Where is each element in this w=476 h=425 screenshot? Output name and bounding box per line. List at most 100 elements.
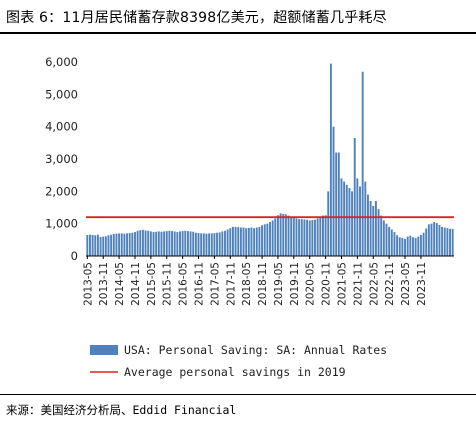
bar: [430, 223, 433, 256]
bar: [438, 224, 441, 256]
bar: [221, 231, 224, 256]
bar: [168, 230, 171, 256]
bar: [364, 181, 367, 256]
bar: [200, 233, 203, 256]
bar: [165, 231, 168, 256]
bar: [134, 232, 136, 256]
bar: [441, 226, 444, 256]
bar: [266, 223, 269, 256]
bar: [94, 235, 97, 256]
bar: [393, 232, 396, 256]
bar: [131, 232, 134, 256]
bar: [419, 234, 422, 256]
bar: [422, 232, 425, 256]
bar: [276, 215, 279, 256]
bar: [239, 227, 242, 256]
bar: [229, 228, 232, 256]
x-tick-label: 2017-05: [209, 262, 221, 306]
bar: [197, 233, 200, 256]
x-tick-label: 2021-05: [336, 262, 348, 306]
bar: [192, 231, 195, 256]
bar: [367, 194, 369, 256]
title-bar: 图表 6：11月居民储蓄存款8398亿美元，超额储蓄几乎耗尽: [0, 0, 476, 34]
bar: [337, 152, 340, 256]
legend-line-label: Average personal savings in 2019: [124, 365, 346, 379]
bar: [147, 230, 150, 256]
bar: [374, 201, 377, 256]
bar: [345, 184, 348, 256]
bar: [398, 237, 401, 256]
bar: [242, 227, 245, 256]
x-tick-label: 2016-11: [194, 262, 206, 306]
bar: [329, 63, 332, 257]
bar: [139, 230, 142, 256]
bar: [120, 233, 123, 256]
bar: [112, 234, 115, 256]
legend-bar-label: USA: Personal Saving: SA: Annual Rates: [124, 343, 387, 357]
bar: [250, 227, 253, 256]
bar: [141, 229, 144, 256]
legend: USA: Personal Saving: SA: Annual Rates A…: [90, 343, 387, 379]
bar: [110, 234, 113, 256]
bar: [115, 233, 118, 256]
bar: [160, 231, 163, 256]
bar: [319, 217, 322, 256]
y-tick-label: 2,000: [45, 184, 78, 198]
bar: [274, 218, 277, 256]
bar: [279, 213, 282, 256]
x-tick-label: 2019-05: [273, 262, 285, 306]
bar: [401, 237, 404, 256]
bar: [298, 219, 301, 256]
bar: [202, 233, 205, 256]
bar: [118, 233, 121, 256]
bar: [89, 234, 91, 256]
y-tick-label: 3,000: [45, 152, 78, 166]
bar: [247, 227, 250, 256]
bar: [123, 233, 126, 256]
bar: [218, 232, 221, 256]
bar: [255, 227, 258, 256]
bar: [205, 233, 208, 256]
y-tick-label: 1,000: [45, 217, 78, 231]
bar: [144, 230, 147, 256]
bar: [213, 233, 216, 256]
bar: [284, 214, 287, 256]
bar: [126, 233, 128, 256]
bar: [332, 126, 335, 256]
bar: [86, 234, 89, 256]
bar: [258, 226, 261, 256]
bar: [443, 227, 446, 256]
x-tick-label: 2017-11: [225, 262, 237, 306]
bar: [335, 152, 338, 256]
x-tick-label: 2019-11: [289, 262, 301, 306]
x-tick-label: 2014-11: [130, 262, 142, 306]
y-tick-label: 4,000: [45, 120, 78, 134]
bar: [314, 219, 316, 256]
bar: [380, 215, 383, 256]
x-tick-label: 2022-11: [384, 262, 396, 306]
x-tick-label: 2018-11: [257, 262, 269, 306]
bar: [176, 232, 179, 256]
bar: [224, 230, 226, 256]
bar: [245, 228, 248, 256]
bar: [449, 228, 451, 256]
bar: [163, 231, 166, 256]
x-tick-label: 2013-05: [82, 262, 94, 306]
bar: [234, 226, 237, 256]
bar: [409, 235, 412, 256]
bar: [369, 201, 372, 256]
bar: [351, 191, 354, 256]
bar: [102, 236, 105, 256]
bar: [210, 233, 213, 256]
bar: [287, 215, 290, 256]
x-tick-label: 2022-05: [368, 262, 380, 306]
bar-series: [86, 63, 454, 257]
y-tick-label: 0: [71, 249, 78, 263]
bar: [427, 224, 430, 256]
bar: [292, 217, 295, 256]
bar: [382, 220, 385, 256]
bar: [406, 236, 409, 256]
x-tick-label: 2013-11: [98, 262, 110, 306]
bar: [390, 229, 393, 256]
